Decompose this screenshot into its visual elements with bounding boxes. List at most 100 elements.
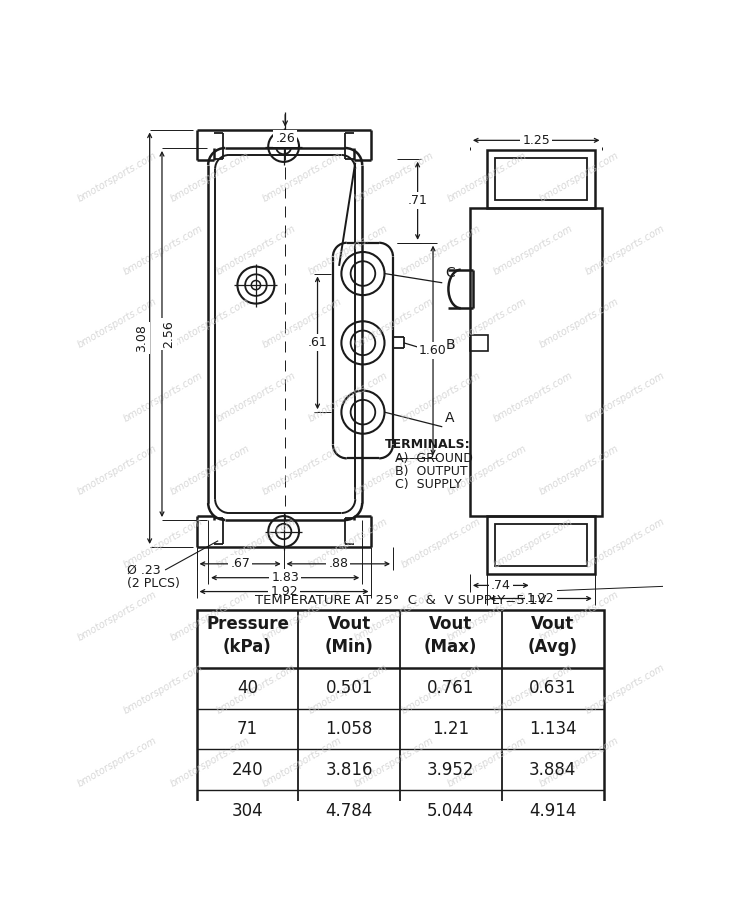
Text: bmotorsports.com: bmotorsports.com — [76, 297, 159, 350]
Text: 1.25: 1.25 — [522, 134, 550, 147]
Text: bmotorsports.com: bmotorsports.com — [214, 662, 297, 716]
Text: bmotorsports.com: bmotorsports.com — [122, 517, 205, 570]
Text: (Max): (Max) — [424, 638, 477, 656]
Text: bmotorsports.com: bmotorsports.com — [168, 297, 251, 350]
Text: 0.631: 0.631 — [529, 680, 576, 698]
Text: bmotorsports.com: bmotorsports.com — [261, 150, 344, 204]
Text: bmotorsports.com: bmotorsports.com — [307, 662, 389, 716]
Text: bmotorsports.com: bmotorsports.com — [76, 590, 159, 643]
Text: A)  GROUND: A) GROUND — [395, 452, 472, 464]
Text: 3.08: 3.08 — [135, 324, 149, 352]
Text: 3.884: 3.884 — [529, 760, 576, 778]
Text: bmotorsports.com: bmotorsports.com — [399, 662, 482, 716]
Text: bmotorsports.com: bmotorsports.com — [446, 590, 528, 643]
Text: bmotorsports.com: bmotorsports.com — [353, 443, 436, 497]
Bar — [197, 610, 604, 831]
Text: bmotorsports.com: bmotorsports.com — [168, 735, 251, 789]
Text: bmotorsports.com: bmotorsports.com — [353, 297, 436, 350]
Text: 1.22: 1.22 — [527, 592, 555, 605]
Text: (2 PLCS): (2 PLCS) — [126, 578, 180, 590]
Text: bmotorsports.com: bmotorsports.com — [76, 735, 159, 789]
Text: bmotorsports.com: bmotorsports.com — [168, 443, 251, 497]
Text: bmotorsports.com: bmotorsports.com — [491, 370, 575, 424]
Bar — [494, 524, 587, 566]
Text: 3.952: 3.952 — [427, 760, 474, 778]
Text: 1.60: 1.60 — [419, 344, 447, 357]
Text: (kPa): (kPa) — [223, 638, 272, 656]
Text: 1.134: 1.134 — [529, 720, 576, 738]
Text: A: A — [446, 410, 454, 425]
Text: 0.761: 0.761 — [427, 680, 474, 698]
Text: bmotorsports.com: bmotorsports.com — [446, 443, 528, 497]
Text: bmotorsports.com: bmotorsports.com — [307, 223, 389, 277]
Text: bmotorsports.com: bmotorsports.com — [538, 443, 621, 497]
Text: .71: .71 — [408, 194, 428, 207]
Text: bmotorsports.com: bmotorsports.com — [261, 297, 344, 350]
Text: .26: .26 — [276, 132, 295, 145]
Text: bmotorsports.com: bmotorsports.com — [214, 223, 297, 277]
Text: bmotorsports.com: bmotorsports.com — [491, 517, 575, 570]
Text: bmotorsports.com: bmotorsports.com — [584, 223, 667, 277]
Text: bmotorsports.com: bmotorsports.com — [76, 150, 159, 204]
Text: Vout: Vout — [531, 615, 574, 633]
Text: .61: .61 — [307, 337, 327, 349]
Text: bmotorsports.com: bmotorsports.com — [538, 150, 621, 204]
Text: 240: 240 — [231, 760, 263, 778]
Text: 71: 71 — [237, 720, 258, 738]
Text: .67: .67 — [231, 557, 250, 571]
Bar — [494, 158, 587, 201]
Text: bmotorsports.com: bmotorsports.com — [491, 223, 575, 277]
Text: 1.92: 1.92 — [270, 585, 298, 598]
Text: bmotorsports.com: bmotorsports.com — [122, 370, 205, 424]
Text: bmotorsports.com: bmotorsports.com — [76, 443, 159, 497]
Text: TEMPERATURE AT 25°  C  &  V SUPPLY=5.1V: TEMPERATURE AT 25° C & V SUPPLY=5.1V — [254, 594, 546, 608]
Text: bmotorsports.com: bmotorsports.com — [261, 443, 344, 497]
Text: Vout: Vout — [429, 615, 472, 633]
Text: 0.501: 0.501 — [325, 680, 372, 698]
Text: bmotorsports.com: bmotorsports.com — [399, 517, 482, 570]
Text: bmotorsports.com: bmotorsports.com — [446, 150, 528, 204]
Text: 1.83: 1.83 — [271, 572, 299, 584]
Text: bmotorsports.com: bmotorsports.com — [168, 590, 251, 643]
Text: bmotorsports.com: bmotorsports.com — [584, 662, 667, 716]
Text: bmotorsports.com: bmotorsports.com — [261, 735, 344, 789]
Text: .88: .88 — [328, 557, 348, 571]
Text: 4.914: 4.914 — [529, 802, 576, 820]
Text: (Avg): (Avg) — [528, 638, 578, 656]
Text: C: C — [446, 266, 455, 280]
Text: B)  OUTPUT: B) OUTPUT — [395, 465, 467, 478]
Text: bmotorsports.com: bmotorsports.com — [538, 590, 621, 643]
Bar — [487, 150, 595, 208]
Text: bmotorsports.com: bmotorsports.com — [307, 370, 389, 424]
Text: bmotorsports.com: bmotorsports.com — [538, 735, 621, 789]
Bar — [470, 335, 488, 351]
Text: bmotorsports.com: bmotorsports.com — [584, 370, 667, 424]
Text: Pressure: Pressure — [206, 615, 289, 633]
Text: 5.044: 5.044 — [427, 802, 474, 820]
Text: bmotorsports.com: bmotorsports.com — [261, 590, 344, 643]
Text: .74: .74 — [491, 579, 511, 592]
Text: 304: 304 — [231, 802, 263, 820]
Text: 2.56: 2.56 — [163, 320, 175, 348]
Text: bmotorsports.com: bmotorsports.com — [399, 223, 482, 277]
Text: bmotorsports.com: bmotorsports.com — [353, 735, 436, 789]
Text: bmotorsports.com: bmotorsports.com — [122, 223, 205, 277]
Text: 4.784: 4.784 — [325, 802, 372, 820]
Text: bmotorsports.com: bmotorsports.com — [446, 297, 528, 350]
Text: bmotorsports.com: bmotorsports.com — [399, 370, 482, 424]
Text: TERMINALS:: TERMINALS: — [385, 438, 471, 451]
Text: bmotorsports.com: bmotorsports.com — [307, 517, 389, 570]
Text: bmotorsports.com: bmotorsports.com — [122, 662, 205, 716]
Text: Ø .23: Ø .23 — [126, 563, 160, 577]
Text: bmotorsports.com: bmotorsports.com — [353, 150, 436, 204]
Text: B: B — [446, 338, 455, 352]
Text: bmotorsports.com: bmotorsports.com — [214, 370, 297, 424]
Text: 3.816: 3.816 — [325, 760, 373, 778]
Text: 40: 40 — [237, 680, 258, 698]
Text: 1.21: 1.21 — [432, 720, 469, 738]
Text: Vout: Vout — [327, 615, 371, 633]
Text: bmotorsports.com: bmotorsports.com — [168, 150, 251, 204]
Text: bmotorsports.com: bmotorsports.com — [446, 735, 528, 789]
Text: bmotorsports.com: bmotorsports.com — [353, 590, 436, 643]
Text: 1.058: 1.058 — [325, 720, 372, 738]
